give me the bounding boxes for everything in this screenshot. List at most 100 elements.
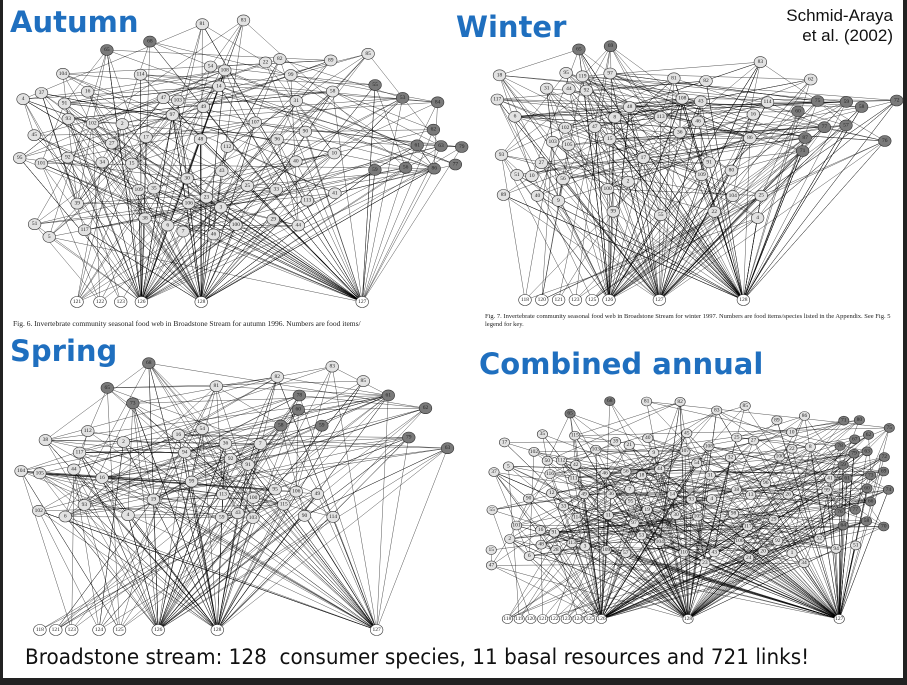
food-web-link [92, 123, 101, 303]
species-node-circle [253, 438, 267, 450]
species-node-circle [750, 212, 765, 224]
food-web-link [607, 98, 683, 190]
species-node-circle [584, 614, 596, 624]
food-web-link [508, 466, 520, 620]
species-node-circle [760, 478, 772, 488]
food-web-link [202, 24, 266, 63]
species-node-label: 27 [109, 141, 115, 147]
species-node-label: 113 [219, 491, 227, 497]
food-web-link [200, 224, 237, 303]
species-node-label: 108 [221, 67, 230, 73]
food-web-link [276, 139, 308, 201]
species-node: 29 [768, 514, 780, 525]
species-node-label: 109 [602, 547, 611, 553]
species-node-circle [572, 43, 586, 56]
species-node-circle [620, 548, 632, 558]
species-node-label: 36 [608, 491, 614, 497]
food-web-link [39, 473, 192, 482]
species-node: 44 [291, 219, 305, 232]
species-node-label: 106 [735, 538, 744, 544]
species-node-label: 53 [400, 95, 406, 101]
food-web-link [64, 49, 108, 104]
species-node-circle [161, 219, 175, 232]
species-node: 126 [596, 614, 607, 624]
species-node: 8 [608, 111, 622, 124]
food-web-link [568, 144, 660, 301]
food-web-link [178, 376, 278, 435]
species-node-label: 70 [881, 524, 887, 530]
species-node-circle [77, 499, 92, 511]
species-node: 79 [455, 141, 469, 153]
species-node-circle [206, 228, 221, 241]
food-web-link [98, 493, 318, 631]
food-web-link [77, 203, 202, 303]
species-node-circle [620, 466, 632, 477]
species-node-circle [518, 294, 532, 306]
food-web-link [574, 401, 681, 436]
species-node: 80 [724, 164, 739, 177]
species-node: 49 [578, 489, 590, 500]
species-node-label: 51 [514, 172, 520, 178]
species-node-label: 102 [35, 508, 44, 514]
food-web-link [216, 386, 224, 495]
species-node: 82 [273, 53, 287, 65]
food-web-link [578, 49, 611, 74]
food-web-link [697, 488, 868, 517]
species-node-circle [203, 60, 218, 73]
species-node: 52 [813, 533, 825, 544]
species-node-label: 29 [771, 517, 777, 523]
species-node-circle [115, 118, 129, 130]
species-node: 87 [798, 132, 812, 144]
food-web-link [601, 516, 698, 620]
species-node-circle [165, 109, 180, 121]
food-web-link [565, 72, 758, 219]
species-node-label: 89 [774, 417, 780, 423]
species-node-circle [448, 158, 463, 171]
species-node-label: 60 [296, 407, 302, 413]
food-web-link [277, 376, 377, 631]
species-node: 123 [568, 294, 583, 306]
species-node: 112 [555, 455, 567, 466]
food-web-link [687, 553, 793, 620]
species-node-label: 58 [278, 423, 284, 429]
food-web-link [565, 100, 818, 129]
food-web-link [41, 103, 65, 164]
species-node-label: 81 [214, 383, 220, 389]
species-node-label: 94 [182, 449, 188, 455]
species-node-label: 4 [127, 512, 130, 518]
species-node: 72 [890, 94, 904, 107]
species-node-circle [156, 92, 171, 104]
species-node: 100 [246, 492, 260, 504]
food-web-link [533, 451, 677, 516]
species-node: 44 [562, 83, 576, 95]
food-web-link [200, 139, 202, 303]
species-node: 104 [14, 465, 28, 477]
species-node-label: 79 [459, 144, 465, 150]
species-node: 25 [754, 189, 768, 202]
species-node-circle [194, 296, 208, 308]
food-web-link [361, 97, 403, 303]
species-node-label: 48 [538, 542, 544, 548]
species-node: 98 [728, 508, 739, 519]
food-web-link [611, 453, 855, 495]
food-web-link [608, 139, 610, 301]
species-node: 100 [229, 219, 243, 231]
species-node-circle [834, 441, 846, 451]
species-node-label: 74 [886, 487, 892, 493]
food-web-link [566, 552, 626, 620]
species-node-circle [736, 294, 751, 306]
food-web-link [247, 376, 278, 465]
species-node-label: 48 [198, 136, 204, 142]
food-web-link [144, 70, 225, 219]
species-node-circle [666, 489, 678, 500]
species-node-label: 18 [497, 72, 503, 78]
food-web-link [184, 443, 226, 453]
species-node-circle [426, 123, 441, 136]
food-web-link [716, 410, 840, 620]
species-node-circle [42, 231, 56, 243]
food-web-link [178, 434, 448, 449]
food-web-link [102, 443, 226, 479]
species-node-label: 99 [288, 72, 294, 78]
species-node-label: 121 [73, 299, 82, 305]
